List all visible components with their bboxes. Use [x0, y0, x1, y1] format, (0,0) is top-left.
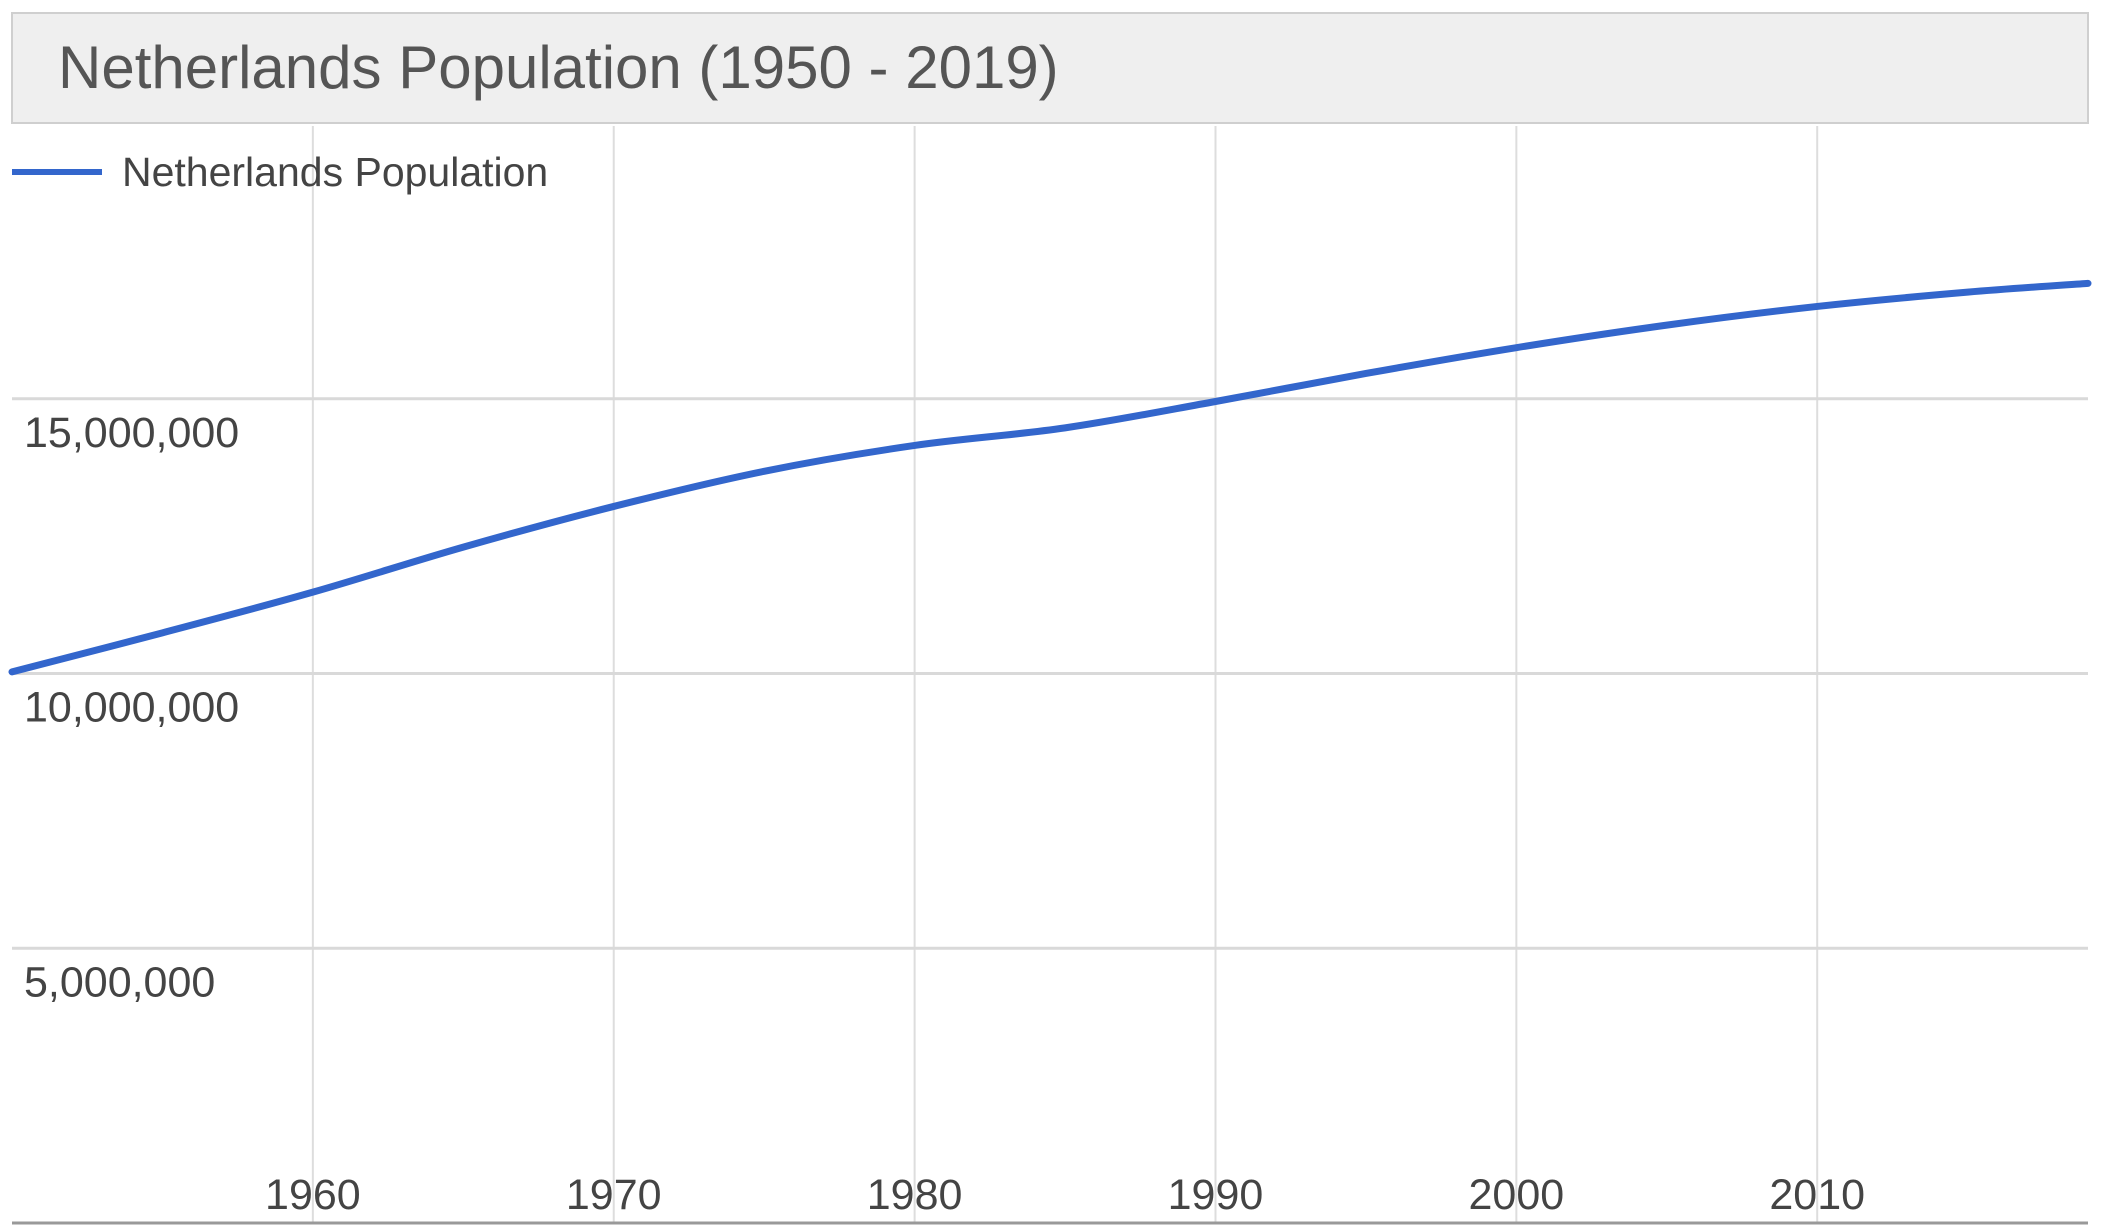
y-tick-label: 10,000,000 — [24, 684, 239, 732]
x-tick-label: 1990 — [1168, 1171, 1264, 1219]
title-bar — [11, 12, 2089, 124]
y-tick-label: 15,000,000 — [24, 409, 239, 457]
y-axis-labels: 5,000,000 10,000,000 15,000,000 — [24, 409, 239, 1007]
grid — [12, 126, 2088, 1223]
x-axis-labels: 1960 1970 1980 1990 2000 2010 — [265, 1171, 1865, 1219]
legend-label: Netherlands Population — [122, 149, 548, 195]
x-tick-label: 2010 — [1769, 1171, 1865, 1219]
y-tick-label: 5,000,000 — [24, 958, 215, 1006]
chart-title: Netherlands Population (1950 - 2019) — [58, 34, 1059, 101]
series-layer — [8, 279, 2092, 676]
x-tick-label: 2000 — [1469, 1171, 1565, 1219]
x-tick-label: 1980 — [867, 1171, 963, 1219]
x-tick-label: 1960 — [265, 1171, 361, 1219]
population-line — [8, 279, 2092, 676]
x-tick-label: 1970 — [566, 1171, 662, 1219]
legend: Netherlands Population — [12, 149, 548, 195]
